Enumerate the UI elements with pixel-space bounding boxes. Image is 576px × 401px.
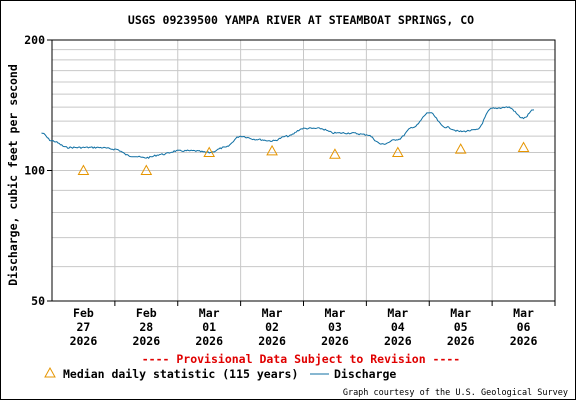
legend-discharge-label: Discharge	[334, 367, 396, 381]
x-axis-ticks: Feb272026Feb282026Mar012026Mar022026Mar0…	[70, 301, 556, 348]
median-point	[77, 164, 90, 175]
y-tick-label: 50	[31, 294, 45, 308]
x-tick-label: 28	[139, 320, 153, 334]
x-tick-label: 05	[454, 320, 468, 334]
usgs-credit: Graph courtesy of the U.S. Geological Su…	[343, 388, 568, 398]
x-tick-label: Mar	[325, 306, 346, 320]
median-point	[140, 164, 153, 175]
chart-title: USGS 09239500 YAMPA RIVER AT STEAMBOAT S…	[128, 13, 474, 27]
legend-median-label: Median daily statistic (115 years)	[63, 367, 298, 381]
x-tick-label: Mar	[387, 306, 408, 320]
x-tick-label: Mar	[450, 306, 471, 320]
x-tick-label: 02	[265, 320, 279, 334]
x-tick-label: 27	[77, 320, 91, 334]
median-point	[517, 141, 530, 152]
median-point	[203, 146, 216, 158]
y-axis-ticks: 200 100 50	[24, 33, 52, 308]
plot-grid	[52, 40, 555, 301]
x-tick-label: 04	[391, 320, 405, 334]
median-point	[329, 148, 341, 159]
x-tick-label: 2026	[384, 334, 412, 348]
x-tick-label: Mar	[513, 306, 534, 320]
series-layer	[41, 106, 535, 175]
discharge-series-line	[41, 106, 535, 160]
x-tick-label: Mar	[199, 306, 220, 320]
y-tick-label: 100	[24, 164, 45, 178]
median-point	[266, 144, 278, 156]
x-tick-label: 06	[517, 320, 531, 334]
y-axis-label: Discharge, cubic feet per second	[6, 64, 20, 286]
median-marker-icon	[44, 366, 56, 378]
x-tick-label: 2026	[132, 334, 160, 348]
x-tick-label: 01	[202, 320, 216, 334]
x-tick-label: Feb	[136, 306, 157, 320]
median-point	[454, 143, 467, 154]
x-tick-label: 03	[328, 320, 342, 334]
x-tick-label: Mar	[262, 306, 283, 320]
y-tick-label: 200	[24, 33, 45, 47]
x-tick-label: 2026	[447, 334, 475, 348]
x-tick-label: 2026	[321, 334, 349, 348]
x-tick-label: 2026	[258, 334, 286, 348]
x-tick-label: 2026	[70, 334, 98, 348]
provisional-note: ---- Provisional Data Subject to Revisio…	[142, 352, 461, 366]
x-tick-label: 2026	[510, 334, 538, 348]
x-tick-label: 2026	[195, 334, 223, 348]
legend: Median daily statistic (115 years) Disch…	[44, 366, 396, 381]
median-point	[391, 146, 404, 158]
x-tick-label: Feb	[73, 306, 94, 320]
